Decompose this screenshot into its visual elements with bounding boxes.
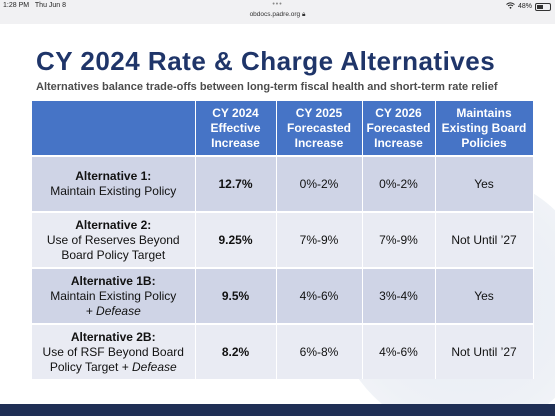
alternative-title: Alternative 1: [75,169,152,183]
header-policies: Maintains Existing Board Policies [435,101,534,156]
alternative-desc: Use of RSF Beyond Board Policy Target [42,344,184,374]
header-cell-blank [32,101,196,156]
status-bar: 1:28 PM Thu Jun 8 ••• obdocs.padre.org 🔒… [0,0,555,24]
alternative-title: Alternative 2B: [70,329,156,344]
cy2026-value: 3%-4% [362,267,436,324]
status-time: 1:28 PM [3,2,30,9]
slide: CY 2024 Rate & Charge Alternatives Alter… [0,24,555,416]
alternative-title: Alternative 1B: [70,273,156,288]
cy2024-value: 12.7% [195,155,277,212]
url-bar[interactable]: obdocs.padre.org 🔒︎ [0,11,555,19]
table-row: Alternative 1: Maintain Existing Policy … [32,155,534,212]
header-cy2025: CY 2025 Forecasted Increase [276,101,363,156]
header-cy2026: CY 2026 Forecasted Increase [362,101,436,156]
alternative-name-cell: Alternative 2: Use of Reserves Beyond Bo… [32,211,196,268]
alternative-name-cell: Alternative 1B: Maintain Existing Policy… [32,267,196,324]
cy2026-value: 0%-2% [362,155,436,212]
alternative-name-cell: Alternative 1: Maintain Existing Policy [32,155,196,212]
cy2026-value: 4%-6% [362,323,436,379]
alternative-name-cell: Alternative 2B: Use of RSF Beyond Board … [32,323,196,379]
battery-percent: 48% [517,3,532,10]
alternative-emphasis: + Defease [85,303,141,318]
policy-value: Not Until ’27 [435,211,534,268]
slide-title: CY 2024 Rate & Charge Alternatives [36,46,496,76]
alternative-desc: Maintain Existing Policy [50,288,177,303]
slide-subtitle: Alternatives balance trade-offs between … [36,81,498,93]
table-row: Alternative 1B: Maintain Existing Policy… [32,267,534,324]
status-right: 48% [506,2,551,11]
status-date: Thu Jun 8 [34,2,67,9]
cy2025-value: 0%-2% [276,155,363,212]
policy-value: Yes [435,155,534,212]
table-row: Alternative 2B: Use of RSF Beyond Board … [32,323,534,379]
cy2026-value: 7%-9% [362,211,436,268]
alternative-desc: Maintain Existing Policy [50,184,177,198]
table-header-row: CY 2024 Effective Increase CY 2025 Forec… [32,101,534,156]
status-left: 1:28 PM Thu Jun 8 [3,2,70,9]
policy-value: Yes [435,267,534,324]
alternatives-table: CY 2024 Effective Increase CY 2025 Forec… [32,101,534,379]
footer-bar [0,404,555,416]
wifi-icon [506,2,515,11]
cy2024-value: 8.2% [195,323,277,379]
cy2024-value: 9.5% [195,267,277,324]
cy2024-value: 9.25% [195,211,277,268]
url-text: obdocs.padre.org [249,11,301,18]
battery-icon [535,2,551,11]
alternative-title: Alternative 2: [75,217,152,232]
cy2025-value: 4%-6% [276,267,363,324]
more-dots-icon[interactable]: ••• [272,1,283,8]
lock-icon: 🔒︎ [301,11,306,18]
table-row: Alternative 2: Use of Reserves Beyond Bo… [32,211,534,268]
alternative-emphasis: + Defease [121,359,177,374]
header-cy2024: CY 2024 Effective Increase [195,101,277,156]
alternative-desc: Use of Reserves Beyond Board Policy Targ… [46,232,180,262]
policy-value: Not Until ’27 [435,323,534,379]
cy2025-value: 6%-8% [276,323,363,379]
cy2025-value: 7%-9% [276,211,363,268]
